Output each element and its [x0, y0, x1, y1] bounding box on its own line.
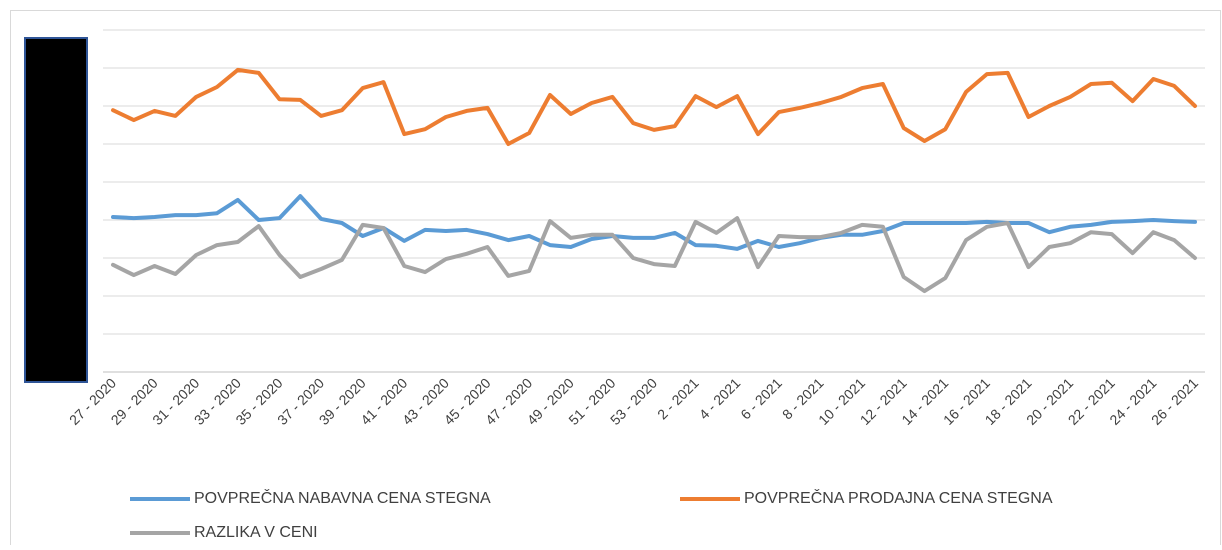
- legend: POVPREČNA NABAVNA CENA STEGNA POVPREČNA P…: [130, 488, 1053, 541]
- label-cover: [24, 37, 88, 383]
- series-line: [111, 67, 1197, 146]
- legend-label: POVPREČNA PRODAJNA CENA STEGNA: [744, 488, 1053, 507]
- lines: [111, 67, 1197, 294]
- series-line: [111, 194, 1197, 251]
- chart-border: [10, 10, 1221, 550]
- grid: [103, 29, 1205, 373]
- legend-label: RAZLIKA V CENI: [194, 524, 318, 541]
- legend-label: POVPREČNA NABAVNA CENA STEGNA: [194, 488, 491, 507]
- series-line: [111, 216, 1197, 294]
